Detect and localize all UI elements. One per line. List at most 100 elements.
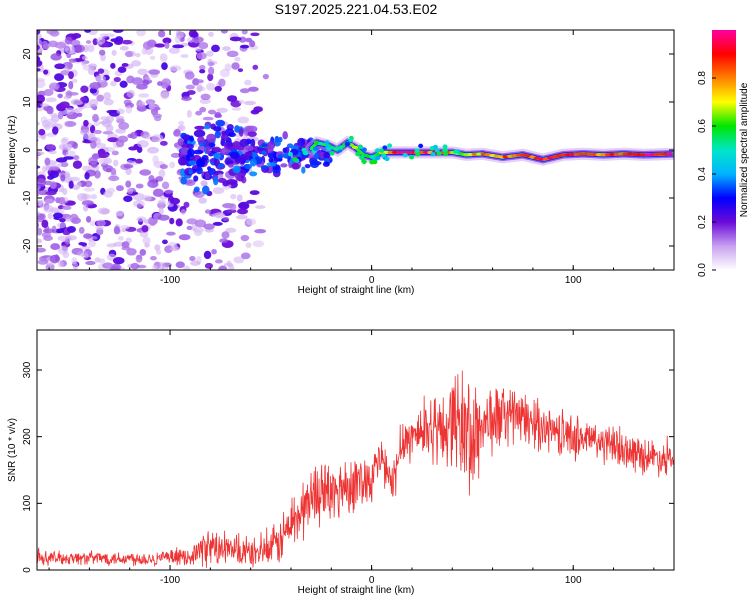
spectrogram-noise-blob — [45, 191, 57, 196]
spectrogram-trace-blob — [348, 137, 354, 143]
spectrogram-noise-blob — [152, 113, 162, 119]
spectrogram-noise-blob — [92, 113, 99, 123]
spectrogram-noise-blob — [245, 218, 257, 226]
spectrogram-noise-blob — [226, 50, 239, 58]
spectrogram-noise-blob — [121, 39, 133, 45]
spectrogram-noise-blob — [65, 150, 76, 157]
spectrogram-trace-peak — [351, 145, 359, 149]
spectrogram-noise-blob — [156, 81, 163, 86]
spectrogram-trace-blob — [303, 150, 309, 156]
spectrogram-noise-blob — [136, 216, 147, 222]
spectrogram-noise-blob — [154, 43, 166, 48]
spectrogram-cluster-blob — [188, 160, 197, 166]
spectrogram-noise-blob — [206, 50, 214, 57]
spectrogram-trace-peak — [617, 152, 625, 156]
spectrogram-noise-blob — [131, 60, 142, 67]
spectrogram-noise-blob — [58, 197, 66, 205]
spectrogram-noise-blob — [147, 146, 160, 154]
spectrogram-noise-blob — [230, 100, 242, 108]
spectrogram-trace-blob — [288, 152, 293, 157]
spectrogram-noise-blob — [204, 209, 212, 214]
spectrogram-trace-blob — [292, 157, 298, 162]
spectrogram-noise-blob — [113, 159, 119, 167]
spectrogram-noise-blobs — [37, 30, 335, 270]
spectrogram-noise-blob — [235, 214, 248, 220]
colorbar-tick-label: 0.2 — [697, 215, 708, 229]
spectrogram-noise-blob — [71, 32, 82, 39]
spectrogram-noise-blob — [202, 116, 214, 121]
spectrogram-noise-blob — [42, 40, 48, 45]
spectrogram-noise-blob — [249, 190, 260, 196]
spectrogram-noise-blob — [82, 133, 93, 140]
spectrogram-noise-blob — [211, 248, 217, 255]
spectrogram-trace-blob — [261, 143, 267, 148]
spectrogram-cluster-blob — [228, 132, 236, 138]
spectrogram-noise-blob — [37, 121, 41, 126]
spectrogram-noise-blob — [162, 37, 172, 44]
x-tick-label: 100 — [565, 275, 582, 286]
spectrogram-noise-blob — [237, 116, 250, 124]
spectrogram-trace-blob — [432, 144, 438, 150]
spectrogram-noise-blob — [142, 236, 151, 245]
spectrogram-noise-blob — [245, 242, 252, 248]
spectrogram-noise-blob — [37, 30, 41, 35]
spectrogram-cluster-blob — [180, 176, 187, 185]
spectrogram-cluster-blob — [214, 130, 221, 139]
spectrogram-cluster-blob — [180, 157, 187, 166]
spectrogram-noise-blob — [154, 244, 161, 251]
spectrogram-noise-blob — [59, 101, 70, 109]
spectrogram-noise-blob — [42, 43, 51, 50]
spectrogram-noise-blob — [56, 222, 67, 229]
spectrogram-noise-blob — [87, 44, 95, 53]
spectrogram-noise-blob — [110, 80, 117, 87]
spectrogram-noise-blob — [199, 64, 206, 71]
spectrogram-noise-blob — [67, 62, 73, 70]
snr-series-line — [37, 370, 674, 569]
x-tick-label: 0 — [369, 575, 375, 586]
spectrogram-cluster-blob — [213, 125, 222, 132]
spectrogram-noise-blob — [135, 158, 143, 164]
spectrogram-noise-blob — [262, 73, 269, 80]
spectrogram-noise-blob — [82, 102, 92, 109]
spectrogram-noise-blob — [83, 233, 93, 239]
spectrogram-cluster-blob — [266, 162, 277, 167]
spectrogram-noise-blob — [228, 264, 235, 270]
spectrogram-noise-blob — [103, 92, 112, 101]
spectrogram-noise-blob — [225, 227, 237, 233]
spectrogram-noise-blob — [241, 30, 248, 35]
spectrogram-noise-blob — [135, 183, 144, 189]
spectrogram-noise-blob — [239, 88, 250, 94]
spectrogram-noise-blob — [76, 192, 88, 202]
spectrogram-trace-blob — [338, 145, 344, 150]
spectrogram-noise-blob — [80, 85, 89, 93]
spectrogram-noise-blob — [76, 181, 82, 187]
spectrogram-trace-blob — [414, 148, 420, 153]
spectrogram-noise-blob — [108, 175, 120, 182]
spectrogram-noise-blob — [117, 236, 124, 241]
spectrogram-noise-blob — [229, 36, 242, 42]
spectrogram-cluster-blob — [309, 159, 320, 169]
spectrogram-cluster-blob — [249, 158, 257, 167]
spectrogram-noise-blob — [96, 219, 106, 227]
spectrogram-noise-blob — [54, 41, 67, 49]
spectrogram-noise-blob — [148, 218, 157, 227]
spectrogram-noise-blob — [158, 262, 166, 270]
spectrogram-noise-blob — [79, 129, 90, 136]
spectrogram-noise-blob — [217, 173, 224, 180]
spectrogram-noise-blob — [57, 260, 64, 268]
spectrogram-noise-blob — [103, 98, 114, 106]
spectrogram-noise-blob — [47, 212, 53, 220]
snr-panel: -100 0 100 0 100 200 300 Height of straight l… — [7, 329, 675, 596]
spectrogram-cluster-blob — [207, 168, 216, 176]
snr-x-label: Height of straight line (km) — [298, 585, 415, 596]
spectrogram-noise-blob — [214, 211, 226, 219]
spectrogram-trace-blob — [379, 148, 385, 153]
spectrogram-noise-blob — [41, 219, 49, 229]
spectrogram-noise-blob — [184, 179, 196, 186]
spectrogram-noise-blob — [117, 135, 129, 143]
spectrogram-trace-blob — [361, 147, 367, 152]
spectrogram-noise-blob — [195, 110, 203, 116]
spectrogram-noise-blob — [37, 59, 43, 67]
spectrogram-noise-blob — [123, 195, 133, 202]
spectrogram-noise-blob — [194, 191, 205, 199]
